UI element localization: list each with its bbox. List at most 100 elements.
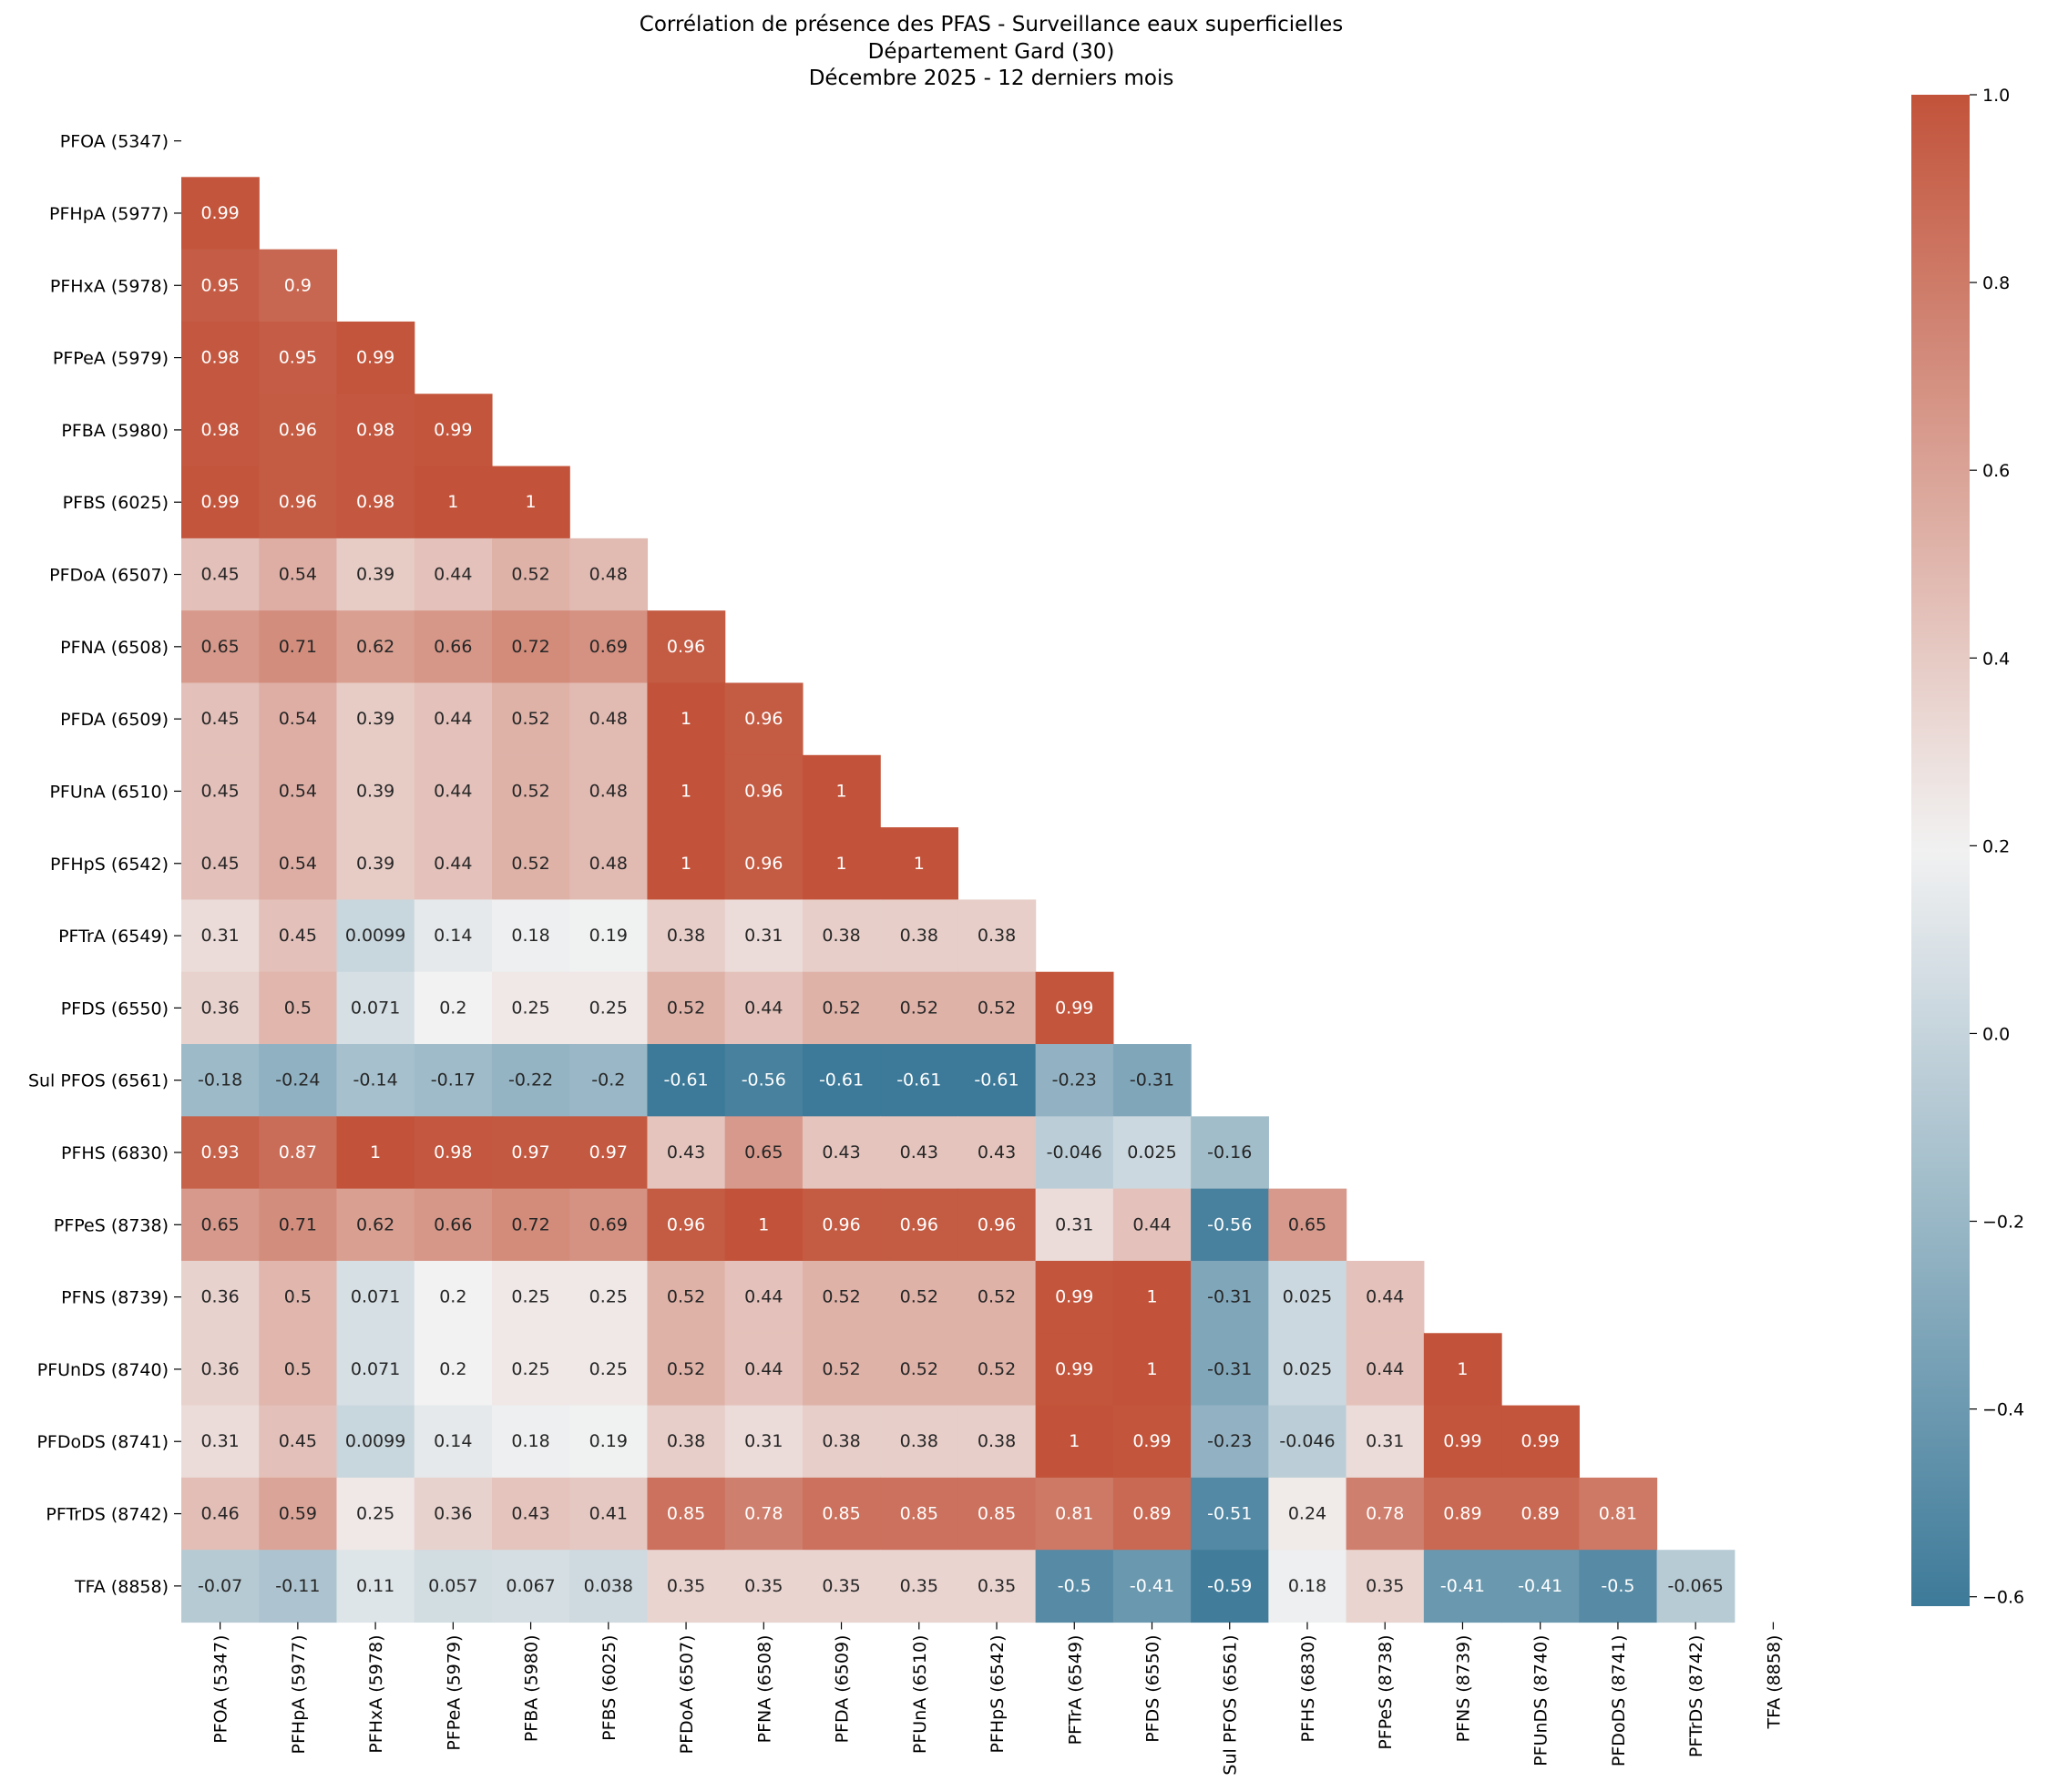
chart-title-line-3: Décembre 2025 - 12 derniers mois: [809, 67, 1174, 90]
heatmap-cell: [880, 1260, 958, 1334]
cell-value-label: 0.95: [279, 348, 317, 368]
cell-value-label: 0.96: [978, 1214, 1016, 1234]
y-tick-label: PFDS (6550): [61, 998, 169, 1019]
heatmap-cell: [1346, 1550, 1425, 1623]
heatmap-cell: [1191, 1260, 1269, 1334]
heatmap-cell: [569, 610, 649, 684]
heatmap-cell: [181, 1260, 260, 1334]
heatmap-cell: [414, 899, 493, 973]
heatmap-cell: [491, 754, 570, 828]
heatmap-cell: [1112, 1044, 1192, 1117]
heatmap-cell: [802, 1044, 881, 1117]
x-axis-ticks: PFOA (5347) PFHpA (5977) PFHxA (5978) PFPeA…: [211, 1622, 1784, 1776]
x-tick-label: PFPeA (5979): [444, 1635, 464, 1751]
y-tick-label: PFHS (6830): [61, 1143, 169, 1163]
cell-value-label: 1: [1146, 1359, 1157, 1379]
heatmap-cell: [491, 1260, 570, 1334]
cell-value-label: 0.25: [589, 998, 628, 1018]
cell-value-label: 1: [526, 492, 537, 512]
heatmap-cell: [724, 682, 804, 756]
chart-title-line-1: Corrélation de présence des PFAS - Surve…: [640, 13, 1343, 36]
heatmap-cell: [724, 899, 804, 973]
cell-value-label: 0.99: [200, 492, 239, 512]
colorbar: −0.6 −0.4 −0.2 0.0 0.2 0.4 0.6 0.8 1.0: [1911, 86, 2024, 1608]
heatmap-cell: [1191, 1550, 1269, 1623]
heatmap-cell: [1579, 1550, 1658, 1623]
cell-value-label: 0.31: [744, 1431, 783, 1451]
heatmap-cell: [1423, 1405, 1502, 1479]
cell-value-label: 0.96: [279, 420, 317, 440]
cell-value-label: 0.99: [356, 348, 394, 368]
heatmap-cell: [259, 394, 338, 467]
cell-value-label: 0.99: [1055, 1359, 1093, 1379]
heatmap-cell: [724, 754, 804, 828]
cell-value-label: 0.54: [279, 709, 317, 729]
heatmap-cell: [414, 1333, 493, 1407]
cell-value-label: 0.44: [434, 854, 472, 874]
cell-value-label: 0.19: [589, 1431, 628, 1451]
cell-value-label: 0.52: [511, 781, 549, 801]
x-tick-label: PFDoDS (8741): [1609, 1635, 1629, 1767]
heatmap-cell: [336, 827, 415, 901]
colorbar-tick-label: −0.4: [1982, 1400, 2024, 1420]
heatmap-cell: [802, 1260, 881, 1334]
heatmap-cell: [1268, 1550, 1347, 1623]
cell-value-label: 0.35: [744, 1576, 783, 1596]
y-tick-label: PFPeS (8738): [54, 1215, 169, 1235]
heatmap-cell: [336, 466, 415, 539]
cell-value-label: 0.54: [279, 781, 317, 801]
heatmap-cell: [1656, 1550, 1735, 1623]
heatmap-cell: [414, 1188, 493, 1262]
colorbar-tick-label: 0.8: [1982, 273, 2010, 293]
cell-value-label: 0.98: [200, 420, 239, 440]
heatmap-cell: [880, 1550, 958, 1623]
heatmap-cell: [181, 466, 260, 539]
cell-value-label: 0.85: [667, 1504, 705, 1524]
heatmap-cell: [336, 1550, 415, 1623]
x-tick-label: PFOA (5347): [211, 1635, 231, 1744]
heatmap-cell: [414, 827, 493, 901]
cell-value-label: 0.5: [284, 1287, 312, 1307]
x-tick-label: PFNS (8739): [1453, 1635, 1473, 1743]
x-tick-label: PFTrA (6549): [1065, 1635, 1085, 1746]
heatmap-cell: [491, 971, 570, 1045]
heatmap-cell: [569, 971, 649, 1045]
cell-value-label: 0.78: [1366, 1504, 1404, 1524]
heatmap-cell: [1423, 1550, 1502, 1623]
cell-value-label: 0.48: [589, 709, 628, 729]
cell-value-label: 0.35: [978, 1576, 1016, 1596]
cell-value-label: 0.071: [351, 1359, 400, 1379]
cell-value-label: 0.99: [1132, 1431, 1171, 1451]
heatmap-cell: [1501, 1405, 1580, 1479]
heatmap-cell: [414, 1550, 493, 1623]
x-tick-label: PFHpA (5977): [289, 1635, 309, 1755]
cell-value-label: 0.35: [900, 1576, 938, 1596]
heatmap-cell: [336, 538, 415, 611]
cell-value-label: 0.25: [511, 1287, 549, 1307]
x-tick-label: PFUnDS (8740): [1531, 1635, 1551, 1766]
cell-value-label: 0.72: [511, 637, 549, 657]
heatmap-cell: [259, 1260, 338, 1334]
heatmap-cell: [336, 1405, 415, 1479]
cell-value-label: 0.89: [1132, 1504, 1171, 1524]
cell-value-label: 0.35: [822, 1576, 860, 1596]
cell-value-label: 0.025: [1127, 1142, 1176, 1162]
cell-value-label: 0.52: [511, 565, 549, 585]
cell-value-label: 0.72: [511, 1214, 549, 1234]
cell-value-label: -0.56: [1207, 1214, 1252, 1234]
cell-value-label: 0.43: [511, 1504, 549, 1524]
cell-value-label: 0.36: [200, 1287, 239, 1307]
heatmap-cell: [259, 1477, 338, 1551]
heatmap-cell: [181, 1405, 260, 1479]
heatmap-cell: [414, 1477, 493, 1551]
cell-value-label: 0.14: [434, 1431, 472, 1451]
heatmap-cell: [259, 1116, 338, 1190]
heatmap-cell: [1268, 1333, 1347, 1407]
cell-value-label: 0.31: [200, 1431, 239, 1451]
cell-value-label: 0.44: [434, 709, 472, 729]
heatmap-cell: [1112, 1116, 1192, 1190]
cell-value-label: 0.45: [200, 565, 239, 585]
colorbar-tick-label: 0.0: [1982, 1024, 2010, 1044]
